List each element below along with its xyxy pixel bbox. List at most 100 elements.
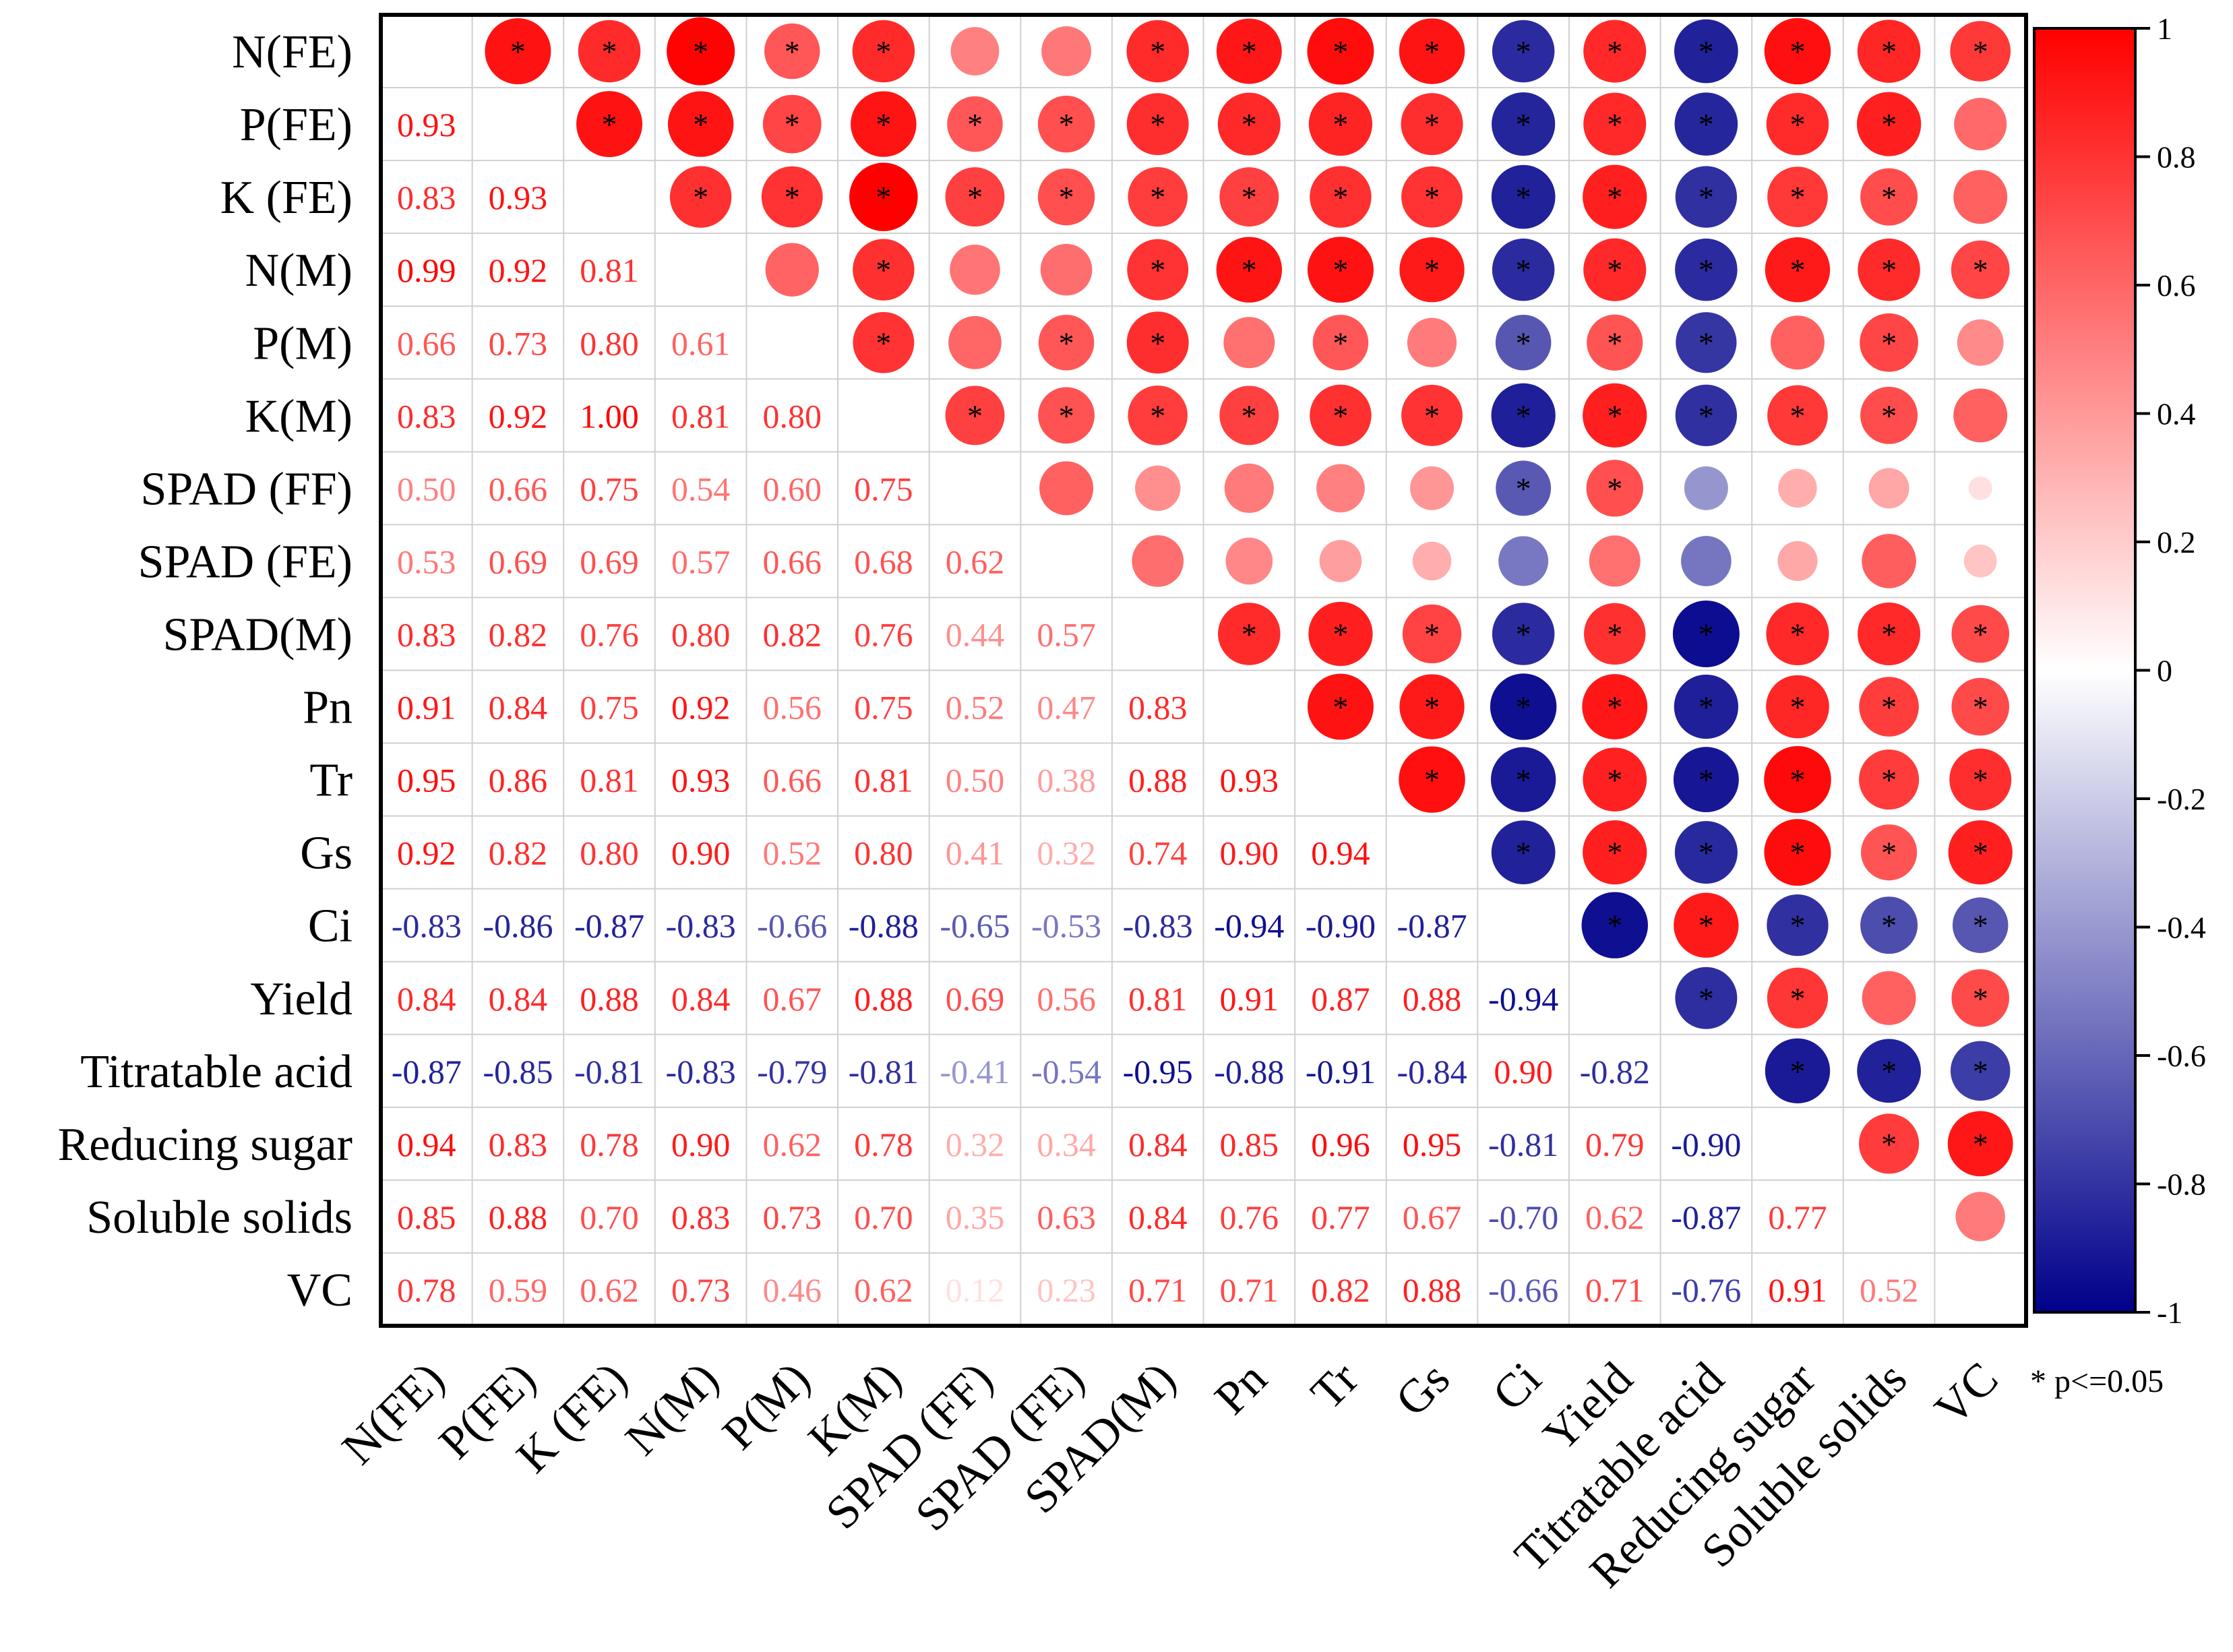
correlation-circle	[1037, 168, 1095, 226]
correlation-circle	[1410, 466, 1455, 510]
significance-star: *	[1790, 34, 1805, 69]
significance-star: *	[1607, 326, 1622, 360]
correlation-circle	[1858, 238, 1920, 301]
significance-star: *	[1881, 34, 1897, 69]
correlation-value: 0.56	[1037, 980, 1096, 1018]
colorbar-tick-label: -0.6	[2157, 1039, 2206, 1073]
correlation-circle	[1219, 167, 1279, 227]
correlation-value: 0.84	[1128, 1126, 1188, 1163]
correlation-value: -0.88	[849, 907, 919, 945]
row-label: Pn	[303, 682, 353, 734]
correlation-circle	[1859, 677, 1919, 737]
correlation-value: -0.94	[1488, 980, 1558, 1018]
row-label: SPAD (FF)	[140, 463, 353, 515]
correlation-value: -0.87	[574, 907, 644, 945]
correlation-value: 0.88	[1403, 980, 1462, 1018]
correlation-value: 0.80	[763, 397, 822, 435]
significance-star: *	[785, 180, 800, 214]
correlation-value: 0.74	[1128, 834, 1188, 872]
column-labels: N(FE)P(FE)K (FE)N(M)P(M)K(M)SPAD (FF)SPA…	[332, 1353, 2008, 1598]
correlation-value: 0.35	[946, 1198, 1005, 1236]
correlation-circle	[1764, 819, 1831, 886]
correlation-value: 0.85	[1220, 1126, 1279, 1163]
significance-star: *	[876, 180, 891, 214]
correlation-value: 0.53	[397, 543, 456, 580]
correlation-circle	[669, 166, 732, 228]
correlation-circle	[1767, 385, 1828, 446]
correlation-value: 0.90	[671, 834, 731, 872]
significance-star: *	[1424, 180, 1440, 214]
correlation-circle	[945, 167, 1005, 227]
significance-star: *	[1699, 836, 1714, 870]
correlation-circle	[1860, 896, 1918, 954]
correlation-value: 0.90	[671, 1126, 731, 1163]
significance-star: *	[1333, 617, 1348, 651]
significance-star: *	[1059, 326, 1074, 360]
correlation-circle	[1951, 240, 2010, 299]
correlation-value: 0.80	[580, 324, 639, 362]
correlation-circle	[1674, 674, 1739, 739]
correlation-value: 0.56	[763, 689, 822, 727]
significance-star: *	[1973, 617, 1988, 651]
significance-star: *	[1973, 253, 1988, 287]
correlation-circle	[853, 239, 915, 301]
correlation-circle	[1583, 164, 1647, 229]
column-label: Gs	[1386, 1353, 1459, 1426]
correlation-circle	[1225, 537, 1273, 585]
correlation-circle	[950, 27, 1000, 75]
correlation-circle	[1949, 748, 2012, 811]
significance-star: *	[1699, 981, 1714, 1016]
significance-star: *	[1150, 180, 1165, 214]
significance-star: *	[1242, 107, 1257, 142]
correlation-circle	[1041, 26, 1092, 77]
correlation-value: 0.62	[1585, 1198, 1645, 1236]
correlation-circle	[1859, 749, 1920, 810]
correlation-circle	[762, 94, 822, 154]
correlation-circle	[1126, 20, 1189, 83]
row-label: Soluble solids	[86, 1192, 353, 1244]
correlation-value: 0.84	[1128, 1198, 1188, 1236]
column-label: Pn	[1205, 1353, 1277, 1425]
significance-star: *	[1333, 34, 1348, 69]
significance-star: *	[1607, 763, 1622, 797]
significance-star: *	[1790, 180, 1805, 214]
correlation-value: 0.67	[763, 980, 822, 1018]
correlation-value: 0.92	[397, 834, 456, 872]
correlation-value: 0.91	[397, 689, 456, 727]
correlation-value: 0.80	[854, 834, 913, 872]
correlation-value: -0.66	[757, 907, 827, 945]
significance-star: *	[1790, 763, 1805, 797]
significance-star: *	[1516, 107, 1531, 142]
column-label: N(FE)	[332, 1353, 454, 1475]
significance-star: *	[1790, 690, 1805, 725]
row-label: Yield	[250, 973, 353, 1025]
row-label: Ci	[308, 900, 353, 952]
correlation-circle	[1216, 237, 1283, 303]
significance-star: *	[1881, 617, 1897, 651]
significance-star: *	[693, 34, 708, 69]
correlation-circle	[1681, 536, 1732, 586]
correlation-value: 0.23	[1037, 1271, 1096, 1309]
correlation-circle	[1492, 603, 1555, 665]
correlation-value: 0.92	[489, 397, 548, 435]
correlation-value: 0.63	[1037, 1198, 1096, 1236]
correlation-value: 0.69	[946, 980, 1005, 1018]
correlation-circle	[1674, 821, 1738, 884]
correlation-circle	[1135, 465, 1181, 512]
correlation-circle	[1038, 314, 1095, 371]
correlation-circle	[1766, 675, 1829, 739]
significance-star: *	[1790, 909, 1805, 943]
correlation-value: -0.91	[1306, 1053, 1376, 1091]
correlation-value: -0.86	[483, 907, 553, 945]
significance-star: *	[1973, 836, 1988, 870]
significance-star: *	[1424, 34, 1440, 69]
correlation-circle	[1308, 601, 1373, 667]
significance-star: *	[1881, 763, 1897, 797]
significance-star: *	[1881, 1127, 1897, 1161]
correlation-value: 0.83	[397, 615, 456, 653]
correlation-value: 0.81	[580, 251, 639, 289]
correlation-circle	[1583, 238, 1647, 301]
significance-star: *	[1424, 107, 1440, 142]
significance-star: *	[1790, 107, 1805, 142]
correlation-circle	[1857, 20, 1921, 83]
